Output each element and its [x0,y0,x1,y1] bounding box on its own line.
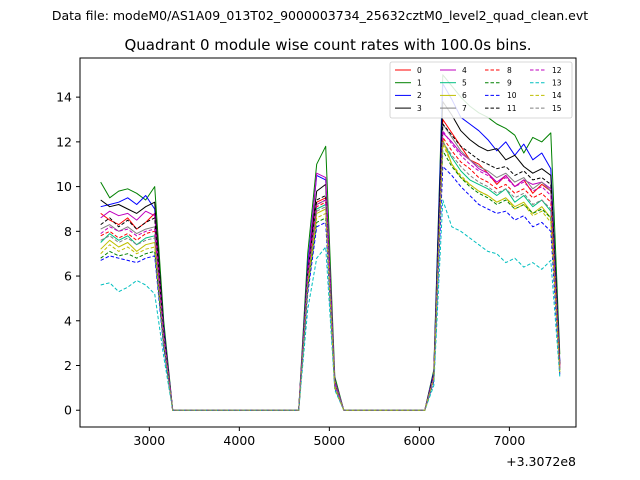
legend-label-13: 13 [552,79,562,88]
legend-label-10: 10 [507,91,517,100]
legend-label-3: 3 [417,104,422,113]
legend-label-11: 11 [507,104,517,113]
y-tick-label: 4 [64,313,72,328]
x-tick-label: 4000 [223,433,255,448]
x-axis-offset-label: +3.3072e8 [506,454,576,469]
series-line-15 [100,141,561,411]
plot-lines [100,74,561,411]
legend-label-6: 6 [462,91,467,100]
y-tick-label: 12 [56,134,72,149]
y-tick-label: 14 [56,90,72,105]
legend-box [389,61,573,119]
legend-label-14: 14 [552,91,562,100]
x-tick-label: 6000 [403,433,435,448]
legend-label-0: 0 [417,66,422,75]
x-tick-label: 3000 [133,433,165,448]
legend-label-1: 1 [417,79,422,88]
legend-label-7: 7 [462,104,467,113]
x-axis-ticks: 3000 4000 5000 6000 7000 [133,427,525,448]
series-line-8 [100,136,561,411]
y-tick-label: 8 [64,224,72,239]
x-tick-label: 5000 [313,433,345,448]
y-tick-label: 10 [56,179,72,194]
legend-label-12: 12 [552,66,562,75]
legend-label-15: 15 [552,104,562,113]
plot-frame [79,57,577,428]
legend-label-9: 9 [507,79,512,88]
x-tick-label: 7000 [493,433,525,448]
y-tick-label: 6 [64,269,72,284]
legend-label-4: 4 [462,66,467,75]
chart-title: Quadrant 0 module wise count rates with … [124,36,531,54]
legend-label-5: 5 [462,79,467,88]
y-tick-label: 2 [64,358,72,373]
legend-label-2: 2 [417,91,422,100]
y-axis-ticks: 0 2 4 6 8 10 12 14 [56,90,80,418]
legend-label-8: 8 [507,66,512,75]
figure-suptitle: Data file: modeM0/AS1A09_013T02_90000037… [52,8,588,23]
y-tick-label: 0 [64,403,72,418]
